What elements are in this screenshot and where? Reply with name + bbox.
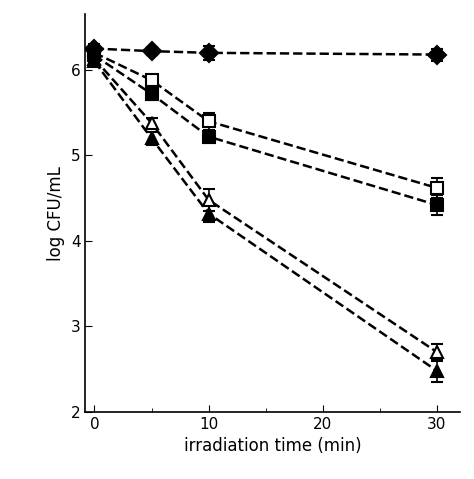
Y-axis label: log CFU/mL: log CFU/mL — [47, 166, 65, 261]
X-axis label: irradiation time (min): irradiation time (min) — [184, 437, 361, 456]
